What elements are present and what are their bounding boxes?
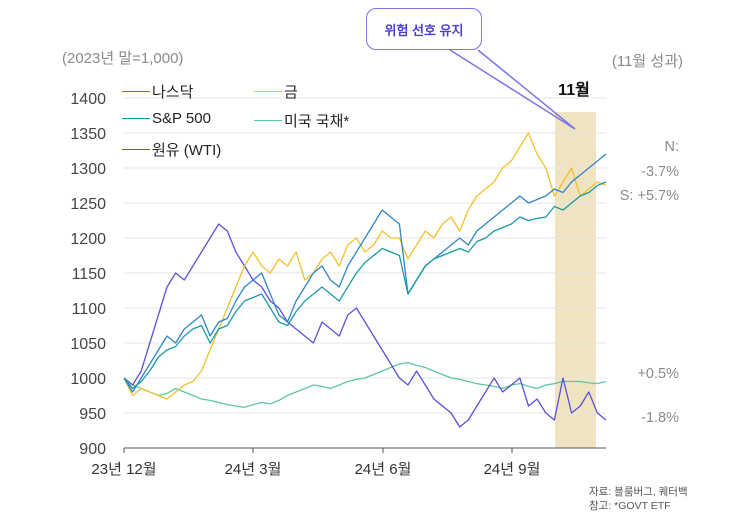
series-lines — [123, 132, 607, 428]
callout-pointer-right — [477, 49, 576, 130]
callout-box: 위험 선호 유지 — [366, 8, 482, 50]
annotation-sp-value: S: +5.7% — [619, 188, 679, 204]
x-tick-label: 24년 9월 — [484, 461, 541, 478]
y-tick-label: 950 — [79, 406, 106, 423]
y-tick-label: 900 — [79, 441, 106, 458]
highlight-label: 11월 — [558, 81, 590, 99]
source-line-1: 자료: 블룸버그, 퀘터백 — [589, 486, 688, 498]
legend-label-gold: 금 — [284, 84, 298, 101]
y-tick-label: 1200 — [70, 231, 106, 248]
legend-swatch-gold — [254, 91, 282, 92]
annotation-nasdaq-value: -3.7% — [641, 164, 679, 180]
series-line-treasury — [123, 361, 607, 409]
y-tick-label: 1050 — [70, 336, 106, 353]
legend-gold: 금 — [254, 81, 298, 102]
y-tick-label: 1300 — [70, 161, 106, 178]
y-tick-label: 1000 — [70, 371, 106, 388]
legend-label-nasdaq: 나스닥 — [152, 84, 194, 101]
legend-swatch-wti — [122, 149, 150, 150]
series-line-nasdaq — [123, 153, 607, 393]
y-tick-label: 1150 — [72, 266, 107, 283]
callout-pointer-left — [449, 49, 576, 130]
legend-nasdaq: 나스닥 — [122, 81, 193, 102]
series-line-gold — [123, 132, 607, 400]
legend-swatch-sp500 — [122, 118, 150, 119]
period-unit: (11월 성과) — [611, 53, 683, 70]
legend-swatch-treasury — [254, 120, 282, 121]
highlight-band-november — [555, 112, 596, 448]
legend-label-treasury: 미국 국채* — [284, 113, 350, 130]
series-line-sp500 — [123, 181, 607, 390]
x-tick-label: 24년 6월 — [355, 461, 412, 478]
x-axis: 23년 12월 24년 3월 24년 6월 24년 9월 — [91, 447, 606, 478]
legend-label-sp500: S&P 500 — [152, 110, 211, 127]
y-axis-unit: (2023년 말=1,000) — [62, 50, 184, 67]
legend-treasury: 미국 국채* — [254, 110, 349, 131]
legend-sp500: S&P 500 — [122, 110, 211, 127]
legend-wti: 원유 (WTI) — [122, 139, 221, 160]
legend-swatch-nasdaq — [122, 91, 150, 92]
y-tick-label: 1350 — [70, 126, 106, 143]
series-line-wti — [123, 223, 607, 428]
y-tick-label: 1100 — [72, 301, 107, 318]
annotation-wti-value: -1.8% — [641, 410, 679, 426]
annotation-treasury-value: +0.5% — [637, 366, 679, 382]
y-tick-label: 1250 — [70, 196, 106, 213]
annotation-nasdaq-key: N: — [664, 139, 680, 155]
x-tick-label: 23년 12월 — [91, 461, 156, 478]
y-tick-label: 1400 — [70, 91, 106, 108]
legend-label-wti: 원유 (WTI) — [152, 142, 222, 159]
gridlines — [124, 97, 606, 449]
callout-text: 위험 선호 유지 — [384, 22, 464, 38]
x-tick-label: 24년 3월 — [225, 461, 282, 478]
y-axis: 900 950 1000 1050 1100 1150 1200 1250 1300 1350 14… — [70, 91, 106, 458]
source-note: 자료: 블룸버그, 퀘터백 참고: *GOVT ETF — [589, 485, 688, 513]
source-line-2: 참고: *GOVT ETF — [589, 500, 671, 512]
